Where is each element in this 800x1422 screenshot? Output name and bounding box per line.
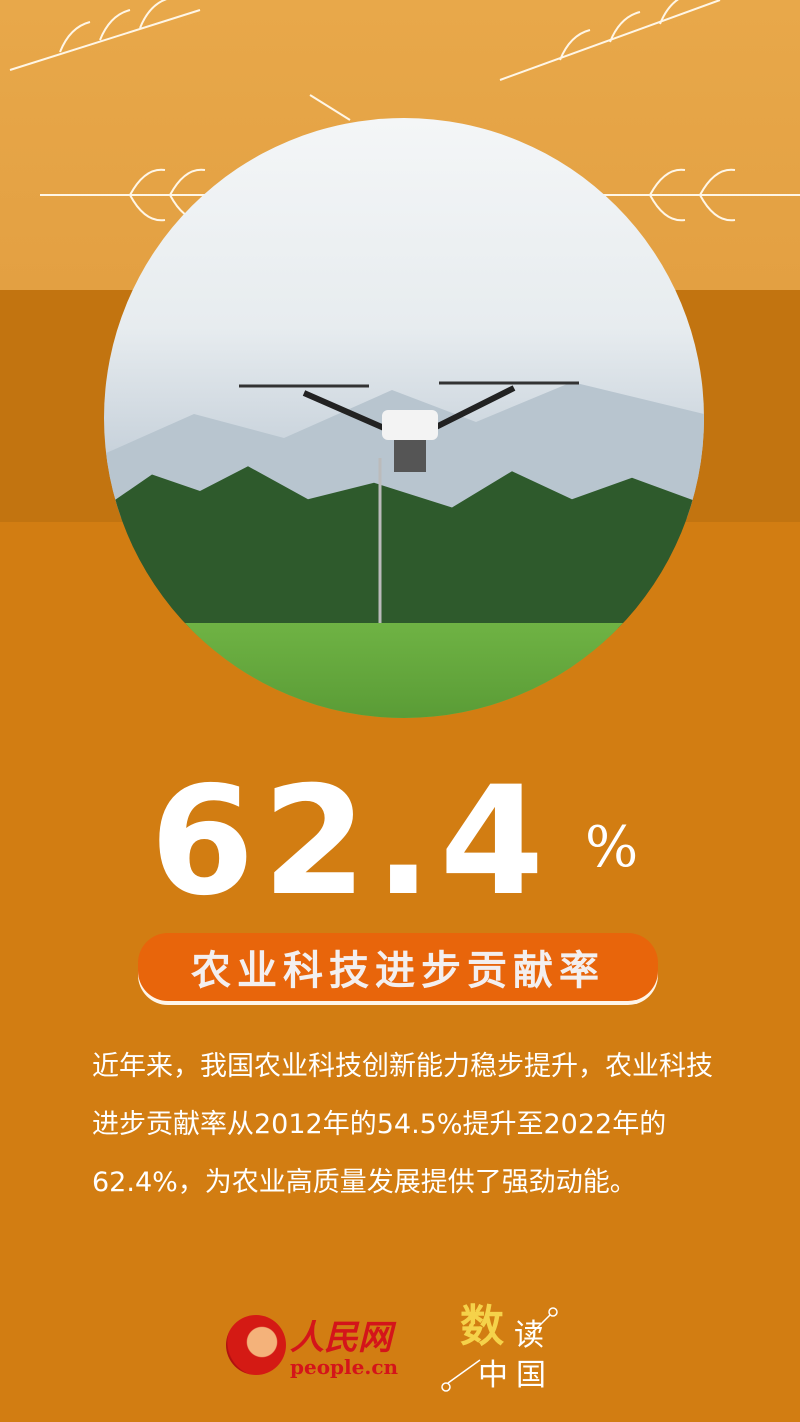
headline-value: 62.4	[150, 755, 553, 929]
people-cn-logo: 人民网 people.cn	[226, 1310, 398, 1379]
body-text: 近年来，我国农业科技创新能力稳步提升，农业科技进步贡献率从2012年的54.5%…	[92, 1051, 713, 1198]
brand-char-c: 中国	[478, 1358, 554, 1393]
logo-domain: people.cn	[290, 1355, 399, 1379]
drone-photo	[104, 118, 704, 718]
wheat-icon	[9, 0, 800, 222]
logo-ring-icon	[226, 1314, 286, 1375]
metric-label: 农业科技进步贡献率	[138, 933, 658, 1001]
headline-unit: %	[585, 815, 639, 880]
logo-name: 人民网	[290, 1318, 392, 1358]
brand-char-b: 读	[514, 1318, 544, 1353]
brand-char-a: 数	[460, 1301, 504, 1352]
connector-lines-icon	[441, 1307, 558, 1392]
drone-icon	[239, 381, 579, 623]
